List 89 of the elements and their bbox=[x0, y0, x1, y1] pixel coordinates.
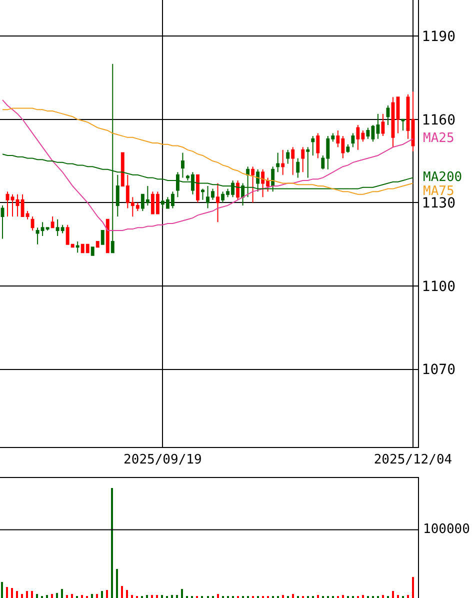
candlestick bbox=[251, 166, 255, 204]
bar bbox=[31, 590, 33, 598]
candlestick bbox=[381, 113, 385, 137]
bar bbox=[1, 582, 3, 598]
candlestick bbox=[180, 152, 184, 178]
bar bbox=[161, 594, 163, 598]
bar bbox=[36, 594, 38, 598]
candlestick bbox=[396, 96, 400, 134]
text: 100000 bbox=[423, 522, 470, 537]
candlestick bbox=[386, 105, 390, 126]
bar bbox=[151, 594, 153, 598]
y-tick-label: 1190 bbox=[422, 28, 456, 45]
candlestick bbox=[50, 216, 54, 228]
candlestick bbox=[116, 174, 120, 218]
candlestick bbox=[406, 94, 410, 140]
candlestick bbox=[90, 246, 94, 256]
bar bbox=[217, 594, 219, 598]
candlestick bbox=[311, 136, 315, 156]
bar bbox=[11, 588, 13, 598]
bar bbox=[116, 568, 118, 598]
series-label: MA200 bbox=[423, 170, 462, 185]
bar bbox=[26, 590, 28, 598]
bar bbox=[382, 594, 384, 598]
candlestick bbox=[306, 146, 310, 178]
candlestick bbox=[236, 180, 240, 200]
x-tick-label: 2025/12/04 bbox=[374, 452, 452, 468]
candlestick bbox=[286, 149, 290, 164]
bar bbox=[171, 594, 173, 598]
candlestick bbox=[281, 149, 285, 176]
bar bbox=[46, 594, 48, 598]
bar bbox=[21, 594, 23, 598]
bar bbox=[111, 488, 113, 598]
y-tick-label: 1160 bbox=[422, 112, 456, 128]
candlestick bbox=[391, 96, 395, 148]
line-series bbox=[2, 99, 414, 231]
candlestick bbox=[411, 91, 415, 152]
bar bbox=[61, 588, 63, 598]
candlestick bbox=[30, 216, 34, 231]
candlestick bbox=[301, 146, 305, 173]
candlestick bbox=[100, 230, 104, 245]
bar bbox=[292, 594, 294, 598]
bar bbox=[131, 594, 133, 598]
bar bbox=[121, 586, 123, 598]
bar bbox=[412, 576, 414, 598]
candlestick bbox=[291, 146, 295, 176]
bar bbox=[51, 594, 53, 598]
y-tick-label: 1070 bbox=[422, 362, 456, 378]
candlestick bbox=[201, 188, 204, 200]
bar bbox=[81, 594, 83, 598]
bar bbox=[16, 590, 18, 598]
bar bbox=[146, 594, 148, 598]
candlestick bbox=[6, 191, 10, 218]
bar bbox=[317, 594, 319, 598]
y-tick-label: 1100 bbox=[422, 278, 456, 295]
candlestick bbox=[0, 204, 4, 240]
candlestick bbox=[316, 132, 320, 159]
bar bbox=[156, 594, 158, 598]
candlestick bbox=[351, 132, 355, 148]
candlestick bbox=[276, 152, 280, 173]
candlestick bbox=[296, 158, 300, 178]
candlestick bbox=[346, 144, 350, 154]
bar bbox=[392, 590, 394, 598]
x-tick-label: 2025/09/19 bbox=[124, 452, 202, 468]
candlestick bbox=[401, 118, 405, 131]
y-tick-label: 1130 bbox=[422, 196, 456, 212]
line-series bbox=[2, 108, 414, 195]
bar bbox=[176, 594, 178, 598]
bar bbox=[96, 594, 98, 598]
candlestick bbox=[96, 241, 100, 248]
series-label: MA25 bbox=[423, 131, 454, 146]
bar bbox=[101, 590, 103, 598]
bar bbox=[91, 594, 93, 598]
bar bbox=[342, 594, 344, 598]
candlestick bbox=[106, 218, 110, 254]
bar bbox=[181, 588, 183, 598]
bar bbox=[71, 594, 73, 598]
bar bbox=[362, 594, 364, 598]
bar bbox=[6, 586, 8, 598]
candlestick bbox=[76, 241, 80, 254]
bar bbox=[56, 592, 58, 598]
bar bbox=[407, 594, 409, 598]
candlestick bbox=[216, 182, 220, 223]
bar bbox=[66, 594, 68, 598]
bar bbox=[106, 590, 108, 598]
bar bbox=[126, 590, 128, 598]
candlestick bbox=[10, 194, 14, 218]
candlestick bbox=[196, 174, 200, 204]
bar bbox=[282, 594, 284, 598]
bar bbox=[397, 594, 399, 598]
